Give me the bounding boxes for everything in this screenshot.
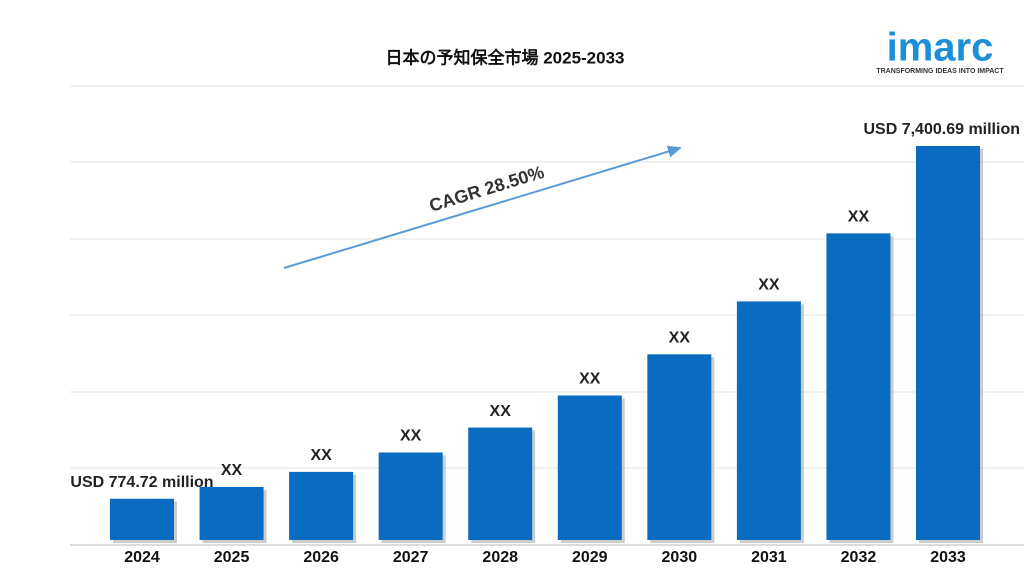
x-tick-label: 2029 (572, 549, 608, 566)
bar (736, 301, 801, 540)
bar (378, 452, 443, 540)
value-label: XX (669, 330, 691, 347)
background-grid (70, 85, 1024, 546)
bar (826, 233, 891, 540)
value-label: XX (221, 462, 243, 479)
value-label: XX (310, 447, 332, 464)
value-label: USD 7,400.69 million (863, 121, 1020, 138)
bar (110, 498, 174, 540)
bar (916, 146, 980, 540)
logo: imarc TRANSFORMING IDEAS INTO IMPACT (876, 26, 1004, 75)
x-tick-label: 2032 (841, 549, 877, 566)
value-label: XX (490, 403, 512, 420)
value-label: XX (848, 209, 870, 226)
chart-title: 日本の予知保全市場 2025-2033 (385, 47, 624, 67)
x-tick-label: 2026 (303, 549, 339, 566)
bar (289, 471, 354, 540)
logo-tagline: TRANSFORMING IDEAS INTO IMPACT (876, 68, 1004, 75)
bar (199, 487, 264, 540)
x-tick-label: 2031 (751, 549, 787, 566)
value-label: USD 774.72 million (70, 474, 213, 491)
bar (468, 427, 533, 540)
value-label: XX (400, 428, 422, 445)
value-label: XX (758, 277, 780, 294)
x-tick-label: 2028 (482, 549, 518, 566)
x-tick-label: 2030 (662, 549, 698, 566)
x-tick-label: 2025 (214, 549, 250, 566)
x-tick-label: 2024 (124, 549, 160, 566)
bar (557, 395, 622, 540)
x-tick-label: 2027 (393, 549, 429, 566)
value-label: XX (579, 371, 601, 388)
logo-name: imarc (887, 26, 994, 70)
bar (647, 354, 712, 540)
cagr-label: CAGR 28.50% (427, 162, 547, 216)
cagr-arrow (283, 145, 682, 269)
cagr-annotation: CAGR 28.50% (283, 145, 682, 269)
x-tick-label: 2033 (930, 549, 966, 566)
